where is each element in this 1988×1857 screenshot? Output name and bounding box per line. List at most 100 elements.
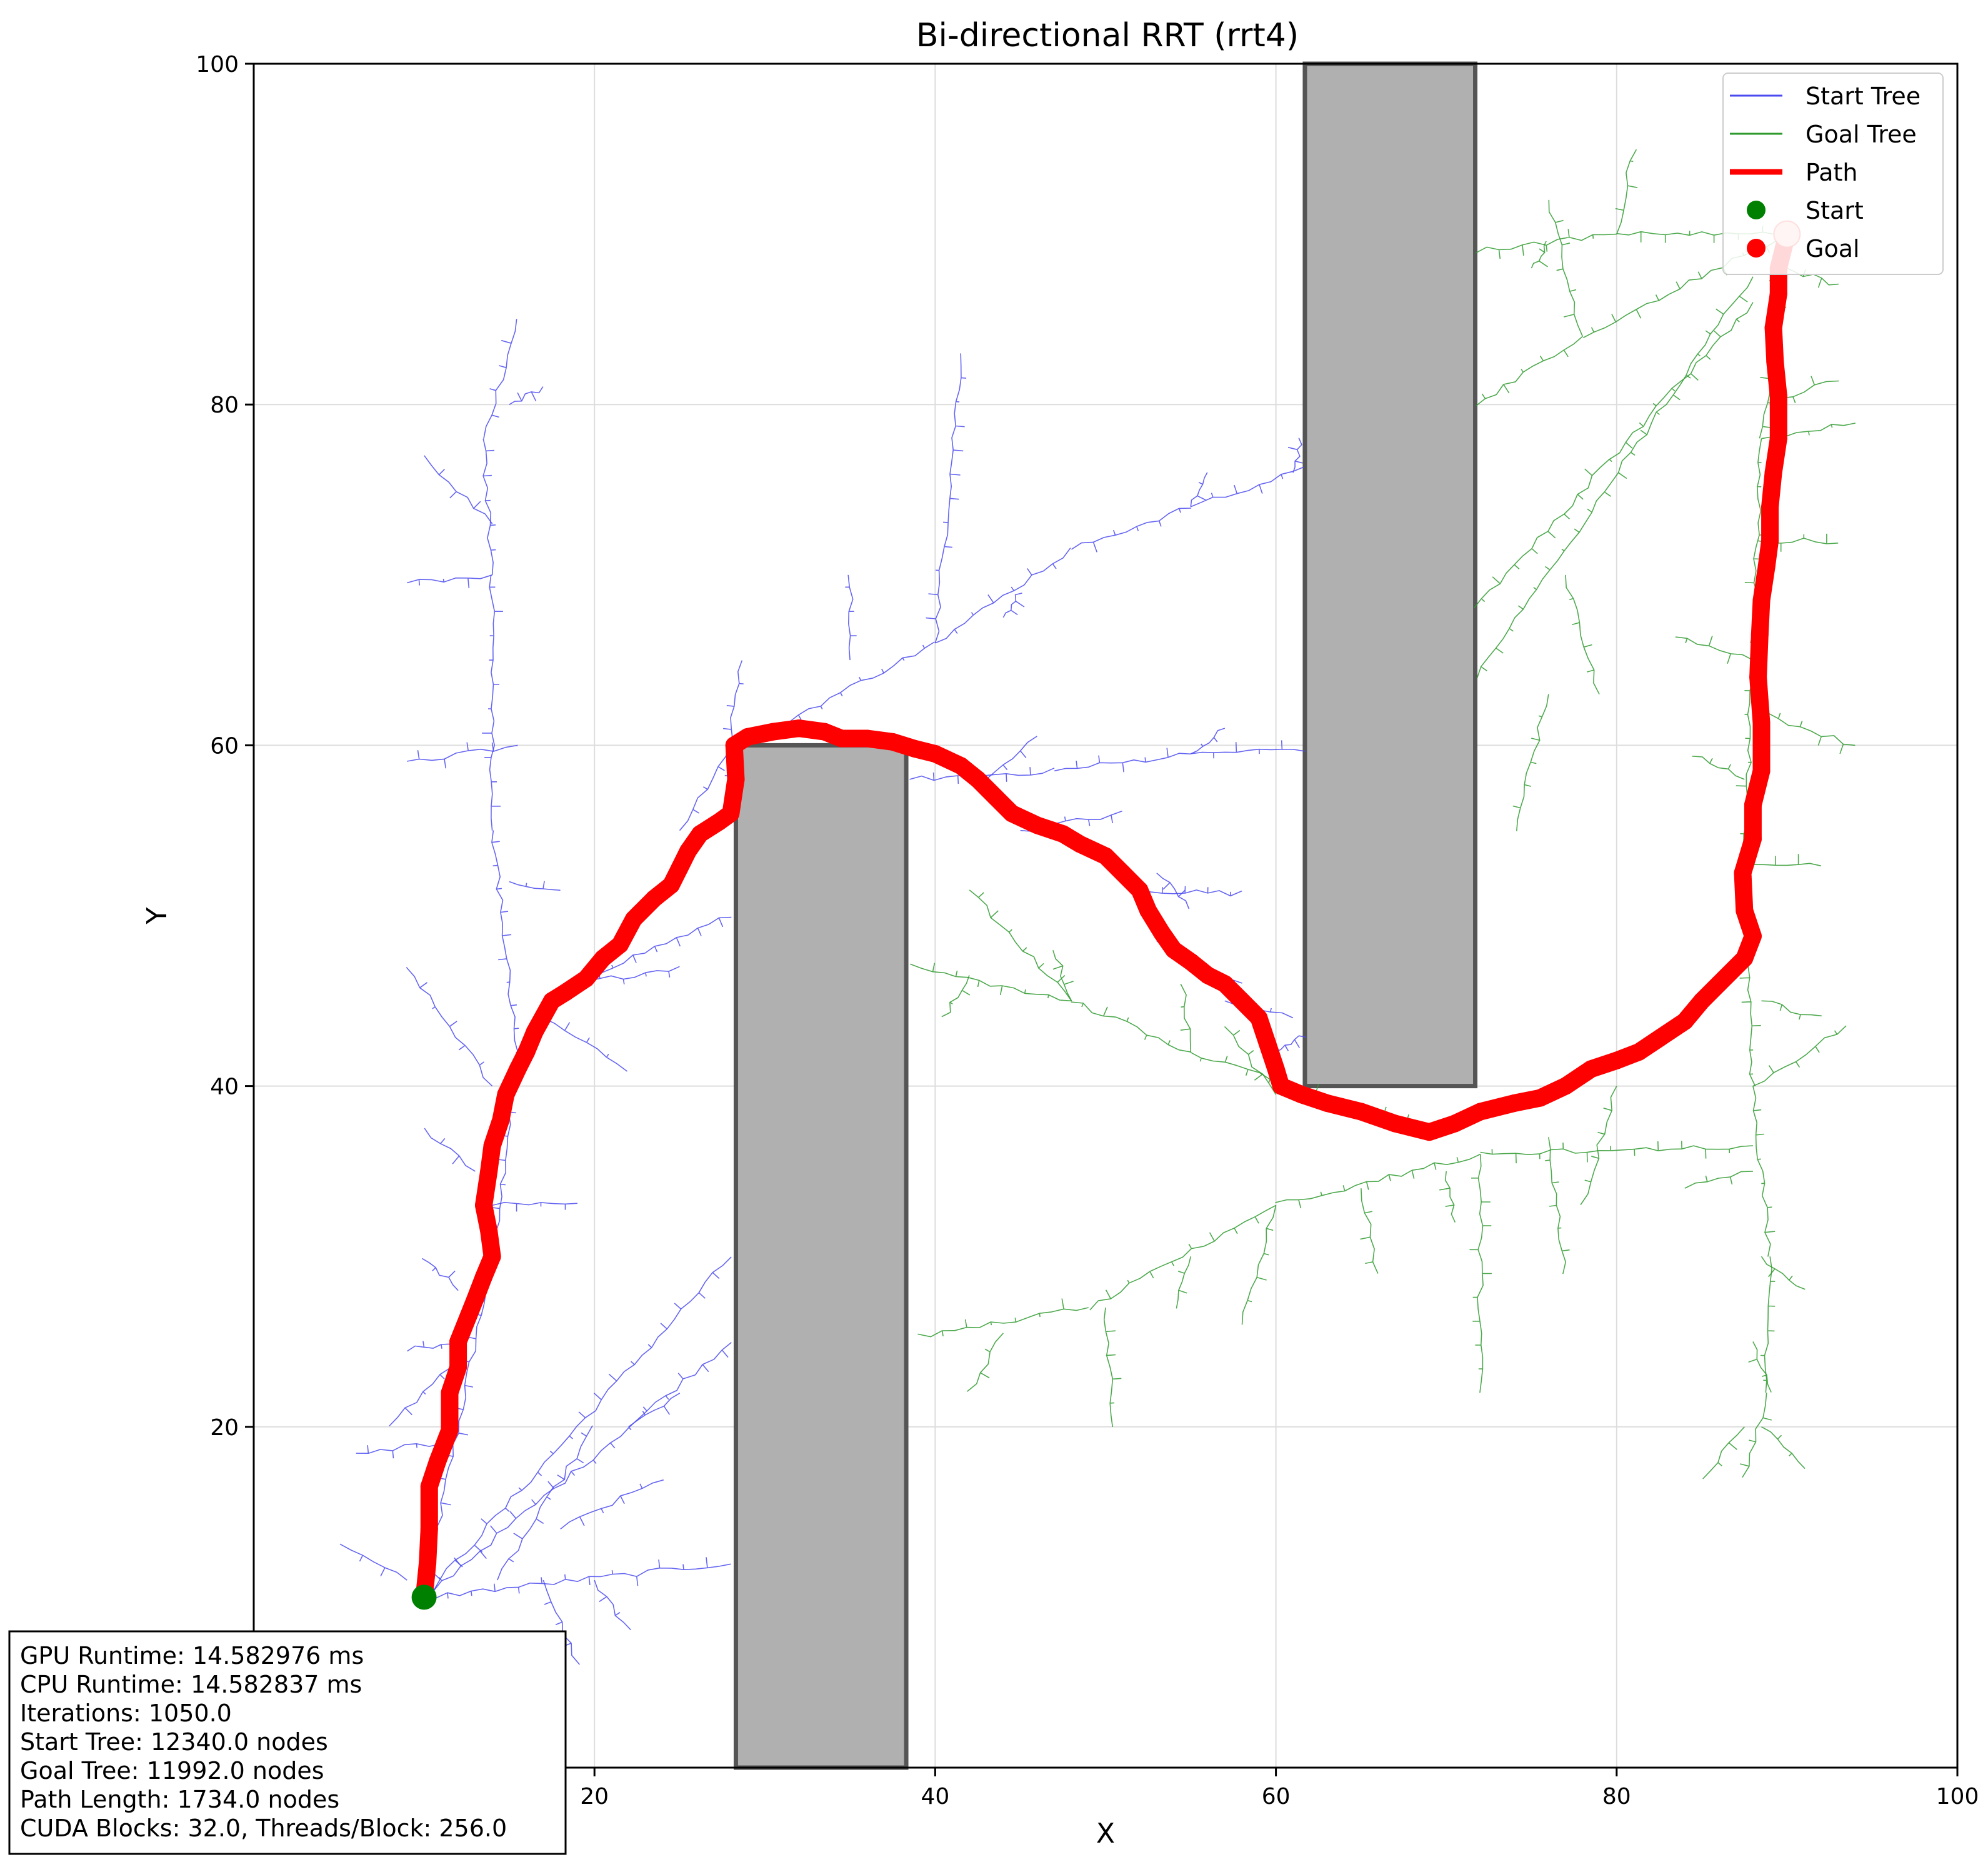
tree-branch [1224,1026,1277,1095]
path-point [679,842,697,860]
path-point [1250,1009,1268,1027]
tree-branch [1761,1000,1822,1020]
path-point [1471,1103,1489,1121]
path-point [1139,901,1157,919]
path-point [624,910,642,928]
legend-path-label: Path [1806,159,1857,186]
path-point [858,729,876,748]
path-point [441,1384,459,1402]
tree-branch [1476,336,1583,406]
tree-branch [1360,1188,1379,1274]
stats-goal-tree: Goal Tree: 11992.0 nodes [20,1757,324,1784]
path-point [1233,992,1251,1010]
stats-path-length: Path Length: 1734.0 nodes [20,1786,339,1813]
path-point [1165,941,1182,959]
tree-branch [1180,983,1192,1053]
obstacle [733,743,909,1770]
tree-branch [424,1128,476,1172]
tree-branch [1476,276,1754,679]
tree-branch [1565,574,1600,695]
tree-branch [509,386,544,405]
tree-branch [497,1425,593,1581]
path-point [1071,835,1089,853]
tree-branch [1739,1393,1772,1478]
x-tick-label: 100 [1936,1784,1979,1809]
tree-branch [1474,302,1754,609]
stats-cuda: CUDA Blocks: 32.0, Threads/Block: 256.0 [20,1814,507,1842]
tree-branch [917,1298,1089,1338]
goal-tree [910,149,1856,1479]
path-point [1751,626,1769,644]
tree-branch [482,574,503,831]
tree-branch [1190,466,1304,508]
start-marker [411,1584,437,1610]
path-point [986,788,1004,806]
tree-branch [356,1443,442,1459]
path-point [1131,881,1149,899]
path-point [1607,1051,1626,1069]
path-point [483,1248,501,1266]
path-point [1216,975,1234,993]
path-point [1446,1114,1464,1133]
tree-branch [1475,229,1617,259]
path-point [1003,804,1021,823]
tree-branch [628,1393,681,1428]
path-point [419,1554,437,1572]
tree-branch [542,1579,581,1665]
tree-branch [421,1258,459,1291]
path-point [1054,825,1072,843]
chart-title: Bi-directional RRT (rrt4) [916,17,1299,54]
y-axis-label: Y [141,907,173,924]
legend-goal-label: Goal [1806,235,1860,263]
path-point [459,1307,477,1325]
tree-branch [1275,1153,1481,1209]
tree-branch [1548,199,1584,337]
tree-branch [1176,1256,1192,1309]
tree-branch [1752,854,1822,867]
path-point [1420,1123,1438,1141]
path-point [1259,1034,1276,1053]
tree-branch [389,1358,459,1427]
path-point [420,1478,438,1496]
tree-branch [1480,1141,1753,1164]
tree-branch [1054,748,1191,773]
plot-frame [252,63,1959,1769]
tree-branch [1103,1307,1122,1428]
stats-cpu-runtime: CPU Runtime: 14.582837 ms [20,1671,362,1698]
tree-branch [339,1543,407,1581]
tree-branch [1156,873,1190,909]
tree-branch [1089,1204,1276,1311]
tree-branch [1276,1035,1307,1053]
tree-branch [1071,1001,1191,1053]
path-point [1531,1089,1549,1107]
tree-branch [986,736,1037,780]
tree-branch [679,745,732,831]
path-point [645,889,663,908]
path-point [466,1290,484,1308]
x-tick-label: 80 [1602,1784,1631,1809]
path-point [509,1060,527,1078]
legend-goal-marker [1747,239,1766,258]
y-tick-label: 100 [196,52,239,78]
tree-branch [424,1557,731,1599]
path-point [1114,864,1132,882]
path-point [1352,1103,1370,1121]
tree-branch [406,574,492,589]
tree-branch [1052,950,1074,1001]
tree-branch [1757,533,1839,552]
x-tick-label: 60 [1262,1784,1291,1809]
path-point [480,1162,498,1180]
path-point [691,825,709,843]
path-point [969,770,987,788]
path-point [449,1358,467,1376]
path-point [1710,975,1728,993]
legend-box [1722,73,1944,275]
path-point [420,1520,438,1538]
tree-branch [577,966,680,984]
path-point [475,1196,492,1214]
legend-start-tree-label: Start Tree [1806,83,1921,110]
path-point [1744,927,1762,945]
path-point [1744,796,1762,814]
